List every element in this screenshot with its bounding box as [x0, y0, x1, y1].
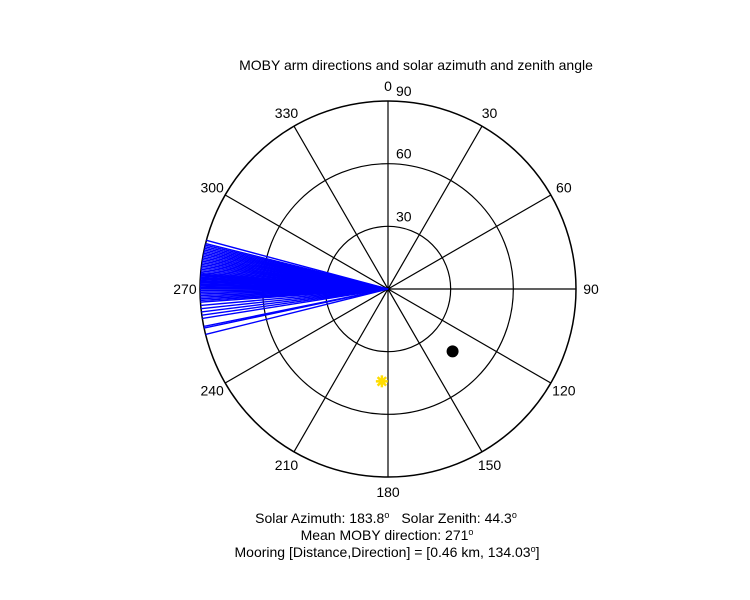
chart-title: MOBY arm directions and solar azimuth an… [239, 57, 593, 73]
solar-azimuth-text: Solar Azimuth: 183.8 [255, 510, 384, 526]
degree-symbol: o [468, 527, 473, 537]
footer-text: Solar Azimuth: 183.8o Solar Zenith: 44.3o… [235, 510, 540, 560]
sun-marker-core [378, 378, 385, 385]
mooring-marker [446, 345, 459, 358]
radial-label-60: 60 [396, 146, 412, 162]
angle-label-120: 120 [552, 383, 576, 399]
mean-direction-text: Mean MOBY direction: 271 [301, 527, 469, 543]
angle-label-180: 180 [376, 484, 400, 500]
mooring-line: Mooring [Distance,Direction] = [0.46 km,… [235, 544, 540, 560]
angle-label-90: 90 [583, 281, 599, 297]
degree-symbol: o [531, 544, 536, 554]
angle-tick-labels: 0 30 60 90 120 150 180 210 240 270 300 330 [173, 78, 599, 500]
moby-arm-line-0 [205, 288, 389, 336]
degree-symbol: o [512, 510, 517, 520]
solar-zenith-text: Solar Zenith: 44.3 [401, 510, 512, 526]
mooring-text: Mooring [Distance,Direction] = [0.46 km,… [235, 544, 531, 560]
angle-label-240: 240 [200, 383, 224, 399]
angle-label-60: 60 [556, 179, 572, 195]
mean-direction-line: Mean MOBY direction: 271o [301, 527, 474, 543]
moby-arm-directions [199, 239, 389, 336]
radial-tick-labels: 30 60 90 [396, 83, 412, 224]
angle-label-330: 330 [275, 105, 299, 121]
radial-label-30: 30 [396, 208, 412, 224]
mooring-close-bracket: ] [536, 544, 540, 560]
moby-arm-line-50 [206, 239, 389, 290]
polar-points [375, 345, 459, 388]
angle-label-30: 30 [482, 105, 498, 121]
angle-label-300: 300 [200, 179, 224, 195]
solar-line: Solar Azimuth: 183.8o Solar Zenith: 44.3o [255, 510, 517, 526]
angle-label-210: 210 [275, 457, 299, 473]
moby-arm-line-2 [203, 288, 389, 328]
radial-label-90: 90 [396, 83, 412, 99]
degree-symbol: o [384, 510, 389, 520]
angle-label-0: 0 [384, 78, 392, 94]
angle-label-150: 150 [478, 457, 502, 473]
angle-label-270: 270 [173, 281, 197, 297]
sun-marker [375, 375, 388, 388]
